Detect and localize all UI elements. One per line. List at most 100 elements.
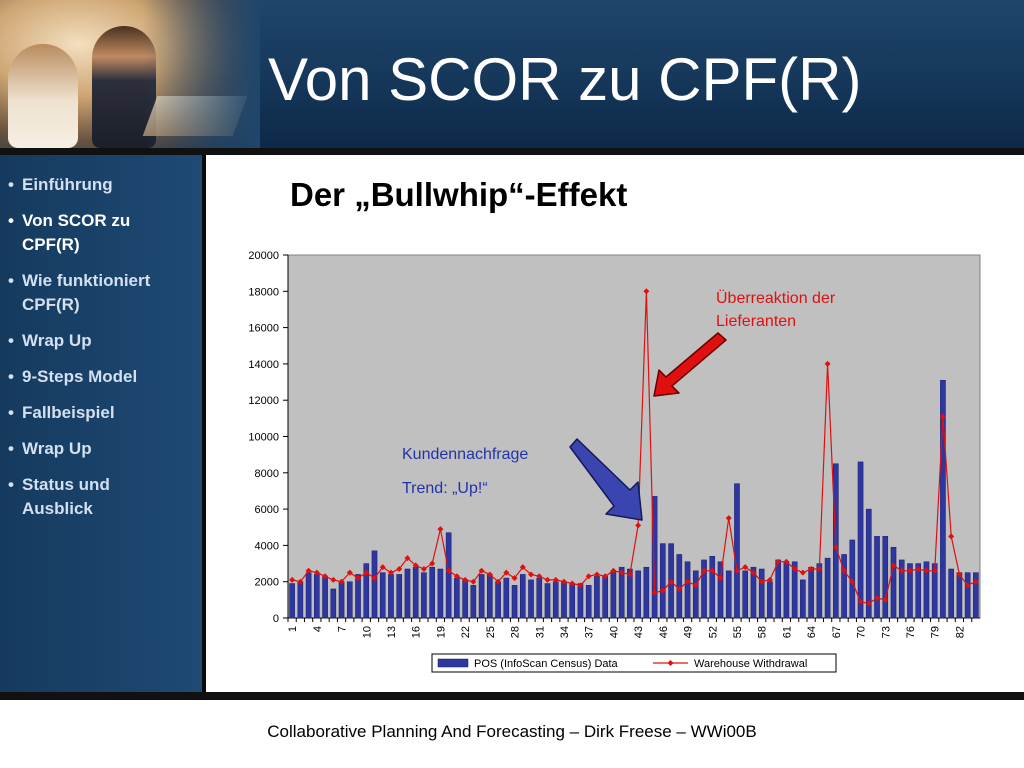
sidebar-item[interactable]: • Fallbeispiel — [8, 401, 202, 425]
withdrawal-point — [849, 578, 856, 585]
withdrawal-point — [503, 569, 510, 576]
pos-bar — [882, 536, 889, 619]
slide-title: Von SCOR zu CPF(R) — [268, 46, 862, 113]
sidebar-item[interactable]: • 9-Steps Model — [8, 365, 202, 389]
x-tick-label: 64 — [806, 626, 818, 638]
sidebar-item[interactable]: • Wrap Up — [8, 329, 202, 353]
x-tick-label: 46 — [658, 626, 670, 638]
pos-bar — [330, 588, 337, 619]
pos-bar — [717, 561, 724, 619]
withdrawal-point — [322, 573, 329, 580]
pos-bar — [379, 572, 386, 619]
bullwhip-chart: 0 2000 4000 6000 8000 10000 12000 14000 16000 180… — [248, 250, 981, 673]
annotation-demand-line1: Kundennachfrage — [402, 446, 528, 463]
sidebar-item[interactable]: • Wrap Up — [8, 437, 202, 461]
pos-bar — [404, 568, 411, 619]
x-tick-label: 10 — [361, 626, 373, 638]
y-tick-label: 4000 — [255, 540, 279, 552]
y-tick-label: 14000 — [248, 359, 279, 371]
withdrawal-point — [470, 578, 477, 585]
pos-bar — [635, 570, 641, 619]
bullet-icon: • — [8, 331, 14, 350]
withdrawal-point — [297, 578, 304, 585]
pos-bar — [684, 561, 691, 619]
y-tick-label: 18000 — [248, 286, 279, 298]
withdrawal-point — [404, 555, 411, 562]
withdrawal-point — [709, 567, 716, 574]
withdrawal-point — [750, 569, 757, 576]
withdrawal-point — [766, 576, 773, 583]
sidebar-item[interactable]: • Einführung — [8, 173, 202, 197]
annotation-overreaction-line1: Überreaktion der — [716, 289, 836, 307]
pos-bar — [758, 568, 765, 619]
withdrawal-point — [618, 569, 625, 576]
pos-bar — [857, 461, 864, 619]
withdrawal-point — [692, 582, 699, 589]
pos-bar — [388, 574, 394, 619]
pos-bar — [371, 550, 378, 619]
sidebar: • Einführung • Von SCOR zu CPF(R) • Wie funkti… — [0, 155, 206, 692]
sidebar-item[interactable]: • Wie funktioniert CPF(R) — [8, 269, 202, 317]
withdrawal-point — [890, 562, 897, 569]
pos-bar — [940, 379, 946, 619]
pos-bar — [338, 581, 345, 619]
pos-bar — [495, 581, 501, 619]
y-tick-label: 16000 — [248, 323, 279, 335]
legend-label-pos: POS (InfoScan Census) Data — [474, 658, 619, 670]
withdrawal-point — [808, 565, 815, 572]
x-tick-label: 58 — [757, 626, 769, 638]
x-tick-label: 55 — [732, 626, 744, 638]
x-tick-label: 67 — [831, 626, 843, 638]
annotation-overreaction-line2: Lieferanten — [716, 313, 796, 330]
pos-bar — [701, 559, 707, 619]
y-tick-label: 0 — [273, 613, 279, 625]
annotation-demand-line2: Trend: „Up!“ — [402, 480, 488, 497]
x-tick-label: 28 — [510, 626, 522, 638]
withdrawal-point — [635, 522, 642, 529]
withdrawal-point — [437, 526, 444, 533]
sidebar-item[interactable]: • Von SCOR zu CPF(R) — [8, 209, 202, 257]
withdrawal-point — [915, 565, 922, 572]
pos-bar — [437, 568, 444, 619]
pos-bar — [660, 543, 666, 619]
pos-bar — [692, 570, 699, 619]
bullet-icon: • — [8, 367, 14, 386]
legend-box — [431, 653, 837, 673]
withdrawal-point — [544, 576, 551, 583]
section-subtitle: Der „Bullwhip“-Effekt — [290, 176, 628, 213]
pos-bar — [783, 561, 790, 619]
withdrawal-point — [758, 578, 765, 585]
pos-bar — [487, 574, 493, 619]
y-tick-label: 8000 — [255, 468, 279, 480]
pos-bar — [322, 576, 328, 619]
y-tick-label: 2000 — [255, 577, 279, 589]
withdrawal-point — [841, 567, 848, 574]
withdrawal-point — [668, 578, 675, 585]
x-tick-label: 1 — [287, 626, 299, 632]
x-tick-label: 73 — [880, 626, 892, 638]
withdrawal-point — [495, 578, 502, 585]
footer-text: Collaborative Planning And Forecasting –… — [267, 722, 757, 741]
sidebar-item[interactable]: • Status und Ausblick — [8, 473, 202, 521]
withdrawal-point — [874, 595, 881, 602]
pos-bar — [412, 566, 419, 619]
legend-label-withdrawal: Warehouse Withdrawal — [694, 658, 807, 670]
withdrawal-point — [783, 558, 790, 565]
x-tick-label: 52 — [707, 626, 719, 638]
withdrawal-point — [659, 587, 666, 594]
withdrawal-point — [412, 562, 419, 569]
withdrawal-point — [816, 565, 823, 572]
pos-bar — [643, 566, 650, 619]
withdrawal-point — [379, 564, 386, 571]
withdrawal-point — [577, 582, 584, 589]
pos-bar — [585, 585, 592, 619]
pos-bar — [297, 581, 304, 619]
withdrawal-point — [643, 288, 650, 295]
pos-bar — [305, 572, 312, 619]
withdrawal-point — [865, 600, 872, 607]
withdrawal-point — [857, 598, 864, 605]
pos-bar — [470, 585, 477, 619]
withdrawal-point — [906, 567, 913, 574]
x-tick-label: 13 — [386, 626, 398, 638]
sidebar-item-label: Fallbeispiel — [22, 403, 115, 422]
